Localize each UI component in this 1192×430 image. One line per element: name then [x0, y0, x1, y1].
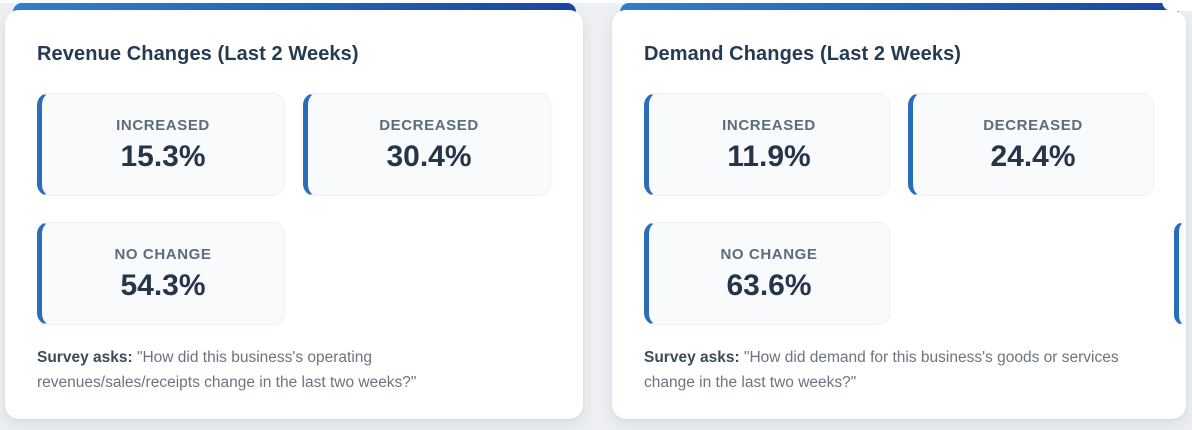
stats-grid: INCREASED 15.3% DECREASED 30.4% NO CHANG…: [37, 93, 551, 325]
survey-note: Survey asks: "How did demand for this bu…: [644, 345, 1124, 395]
survey-note: Survey asks: "How did this business's op…: [37, 345, 517, 395]
stat-value: 63.6%: [726, 268, 812, 302]
stat-label: INCREASED: [722, 116, 816, 134]
stat-box-decreased: DECREASED 30.4%: [303, 93, 551, 196]
stat-box-increased: INCREASED 11.9%: [644, 93, 890, 196]
stat-value: 54.3%: [120, 268, 206, 302]
revenue-changes-card: Revenue Changes (Last 2 Weeks) INCREASED…: [5, 0, 583, 430]
card-accent-bar: [620, 3, 1179, 12]
stat-box-no-change: NO CHANGE 63.6%: [644, 222, 890, 325]
stat-label: DECREASED: [983, 116, 1083, 134]
card-title: Revenue Changes (Last 2 Weeks): [37, 43, 359, 65]
stat-label: NO CHANGE: [114, 245, 212, 263]
stat-box-increased: INCREASED 15.3%: [37, 93, 285, 196]
clipped-stat-border-fragment: [1174, 222, 1184, 325]
stat-box-decreased: DECREASED 24.4%: [908, 93, 1154, 196]
stat-value: 11.9%: [727, 139, 811, 173]
stat-value: 24.4%: [990, 139, 1076, 173]
stat-value: 15.3%: [120, 139, 206, 173]
survey-question: "How did demand for this business's good…: [644, 349, 1119, 391]
stat-box-no-change: NO CHANGE 54.3%: [37, 222, 285, 325]
stat-label: DECREASED: [379, 116, 479, 134]
clipped-card-corner-fragment: [1162, 0, 1192, 11]
card-title: Demand Changes (Last 2 Weeks): [644, 43, 962, 65]
card-body: Revenue Changes (Last 2 Weeks) INCREASED…: [5, 10, 583, 419]
stat-value: 30.4%: [386, 139, 472, 173]
card-body: Demand Changes (Last 2 Weeks) INCREASED …: [612, 10, 1186, 419]
stat-label: NO CHANGE: [720, 245, 818, 263]
page-top-strip: [0, 0, 1192, 3]
survey-prefix: Survey asks:: [37, 349, 133, 366]
demand-changes-card: Demand Changes (Last 2 Weeks) INCREASED …: [612, 0, 1186, 430]
survey-prefix: Survey asks:: [644, 349, 740, 366]
card-accent-bar: [13, 3, 576, 12]
stat-label: INCREASED: [116, 116, 210, 134]
survey-question: "How did this business's operating reven…: [37, 349, 417, 391]
stats-grid: INCREASED 11.9% DECREASED 24.4% NO CHANG…: [644, 93, 1154, 325]
